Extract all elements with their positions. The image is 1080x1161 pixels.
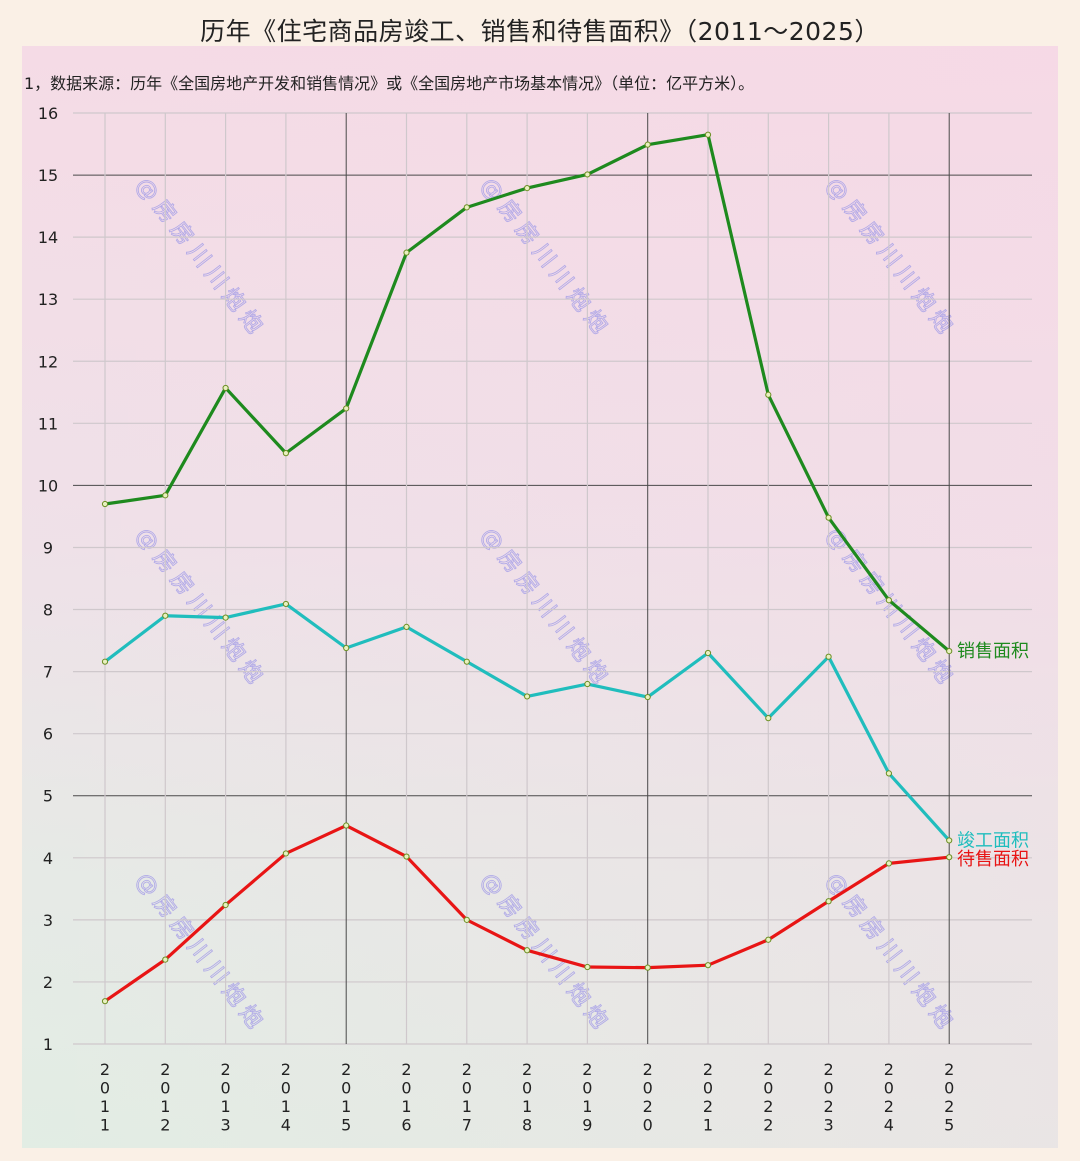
watermark-text: @房房川川炮炮 <box>130 868 270 1038</box>
watermark-text: @房房川川炮炮 <box>475 868 615 1038</box>
data-point <box>524 185 531 192</box>
y-tick-label: 3 <box>43 911 53 930</box>
data-point <box>825 898 832 905</box>
data-point <box>343 822 350 829</box>
data-point <box>162 612 169 619</box>
watermark-text: @房房川川炮炮 <box>475 523 615 693</box>
data-point <box>282 850 289 857</box>
data-point <box>885 597 893 604</box>
data-point <box>403 853 410 860</box>
data-point <box>162 492 169 499</box>
data-point <box>644 693 651 701</box>
data-point <box>222 384 229 392</box>
data-point <box>704 649 712 657</box>
y-tick-label: 16 <box>38 104 58 123</box>
data-point <box>765 715 772 722</box>
data-point <box>946 837 953 844</box>
data-point <box>825 653 832 660</box>
series-label: 待售面积 <box>957 849 1029 870</box>
data-point <box>282 450 289 457</box>
watermark-text: @房房川川炮炮 <box>130 523 270 693</box>
watermark-text: @房房川川炮炮 <box>820 173 960 343</box>
y-tick-label: 14 <box>38 228 58 247</box>
y-tick-label: 4 <box>43 849 53 868</box>
data-point <box>403 249 410 256</box>
y-tick-label: 11 <box>38 414 58 433</box>
chart-title: 历年《住宅商品房竣工、销售和待售面积》（2011～2025） <box>200 17 880 46</box>
data-point <box>584 963 591 971</box>
data-point <box>885 860 893 867</box>
data-point <box>704 131 712 138</box>
data-point <box>765 936 772 943</box>
data-point <box>343 405 350 412</box>
data-point <box>463 916 470 923</box>
data-point <box>584 171 591 178</box>
data-point <box>704 962 712 969</box>
data-point <box>765 391 772 398</box>
data-point <box>101 658 109 665</box>
data-point <box>524 693 531 700</box>
data-point <box>343 644 350 652</box>
y-tick-label: 5 <box>43 787 53 806</box>
data-point <box>946 854 953 861</box>
data-point <box>825 514 832 521</box>
series-label: 竣工面积 <box>957 830 1029 851</box>
data-point <box>101 500 109 508</box>
data-point <box>162 956 169 963</box>
data-point <box>946 648 953 655</box>
y-tick-label: 7 <box>43 663 53 682</box>
data-point <box>463 204 470 211</box>
data-point <box>524 947 531 954</box>
y-tick-label: 6 <box>43 725 53 744</box>
series-label: 销售面积 <box>957 641 1029 662</box>
y-tick-label: 15 <box>38 166 58 185</box>
data-point <box>885 770 893 777</box>
watermarks: @房房川川炮炮 @房房川川炮炮 @房房川川炮炮 @房房川川炮炮 @房房川川炮炮 @房房川川… <box>130 173 961 1039</box>
data-point <box>644 964 651 971</box>
watermark-text: @房房川川炮炮 <box>820 523 960 693</box>
grid <box>73 112 1032 1045</box>
data-point <box>463 658 470 665</box>
x-axis: 2 0 1 1 2 0 1 2 2 0 1 3 2 0 1 4 2 0 1 5 2 0 1 6 2 0 1 7 2 0 1 8 2 0 1 9 2 0 2 0… <box>100 1060 954 1135</box>
y-tick-label: 8 <box>43 601 53 620</box>
data-source-note: 1，数据来源：历年《全国房地产开发和销售情况》或《全国房地产市场基本情况》（单位… <box>24 74 755 93</box>
data-point <box>222 614 229 621</box>
data-point <box>584 680 591 688</box>
data-point <box>101 998 109 1005</box>
y-tick-label: 2 <box>43 973 53 992</box>
watermark-text: @房房川川炮炮 <box>130 173 270 343</box>
data-point <box>222 901 229 909</box>
data-point <box>403 623 410 631</box>
series-lines <box>101 131 953 1005</box>
y-tick-label: 9 <box>43 538 53 557</box>
data-point <box>644 141 651 148</box>
y-tick-label: 12 <box>38 352 58 371</box>
y-tick-label: 13 <box>38 290 58 309</box>
data-point <box>282 600 289 608</box>
y-tick-label: 1 <box>43 1035 53 1054</box>
y-tick-label: 10 <box>38 476 58 495</box>
